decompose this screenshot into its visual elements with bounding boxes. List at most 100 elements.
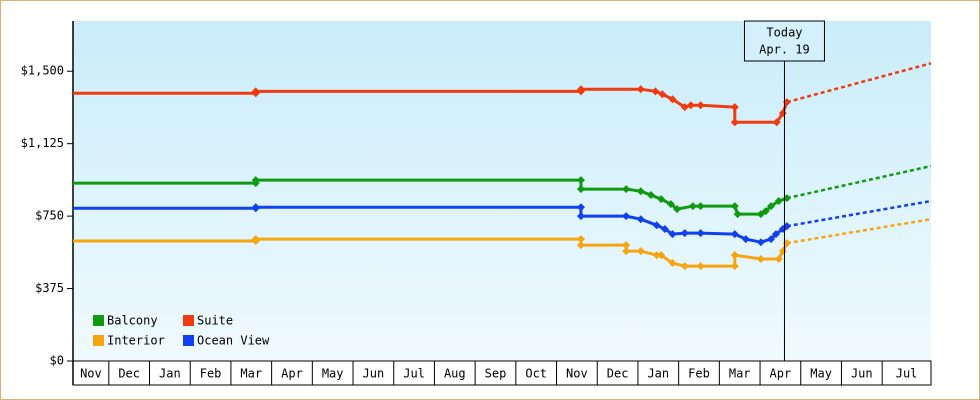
point-marker bbox=[761, 207, 770, 216]
x-tick-label: Jan bbox=[647, 367, 669, 381]
point-marker bbox=[652, 251, 661, 260]
point-marker bbox=[730, 230, 739, 239]
y-tick-label: $0 bbox=[50, 354, 64, 368]
x-tick-label: Sep bbox=[485, 367, 507, 381]
point-marker bbox=[680, 103, 689, 112]
x-tick-label: Jul bbox=[403, 367, 425, 381]
today-label: Today bbox=[766, 26, 802, 40]
point-marker bbox=[756, 255, 765, 263]
point-marker bbox=[576, 185, 585, 194]
x-tick-label: Mar bbox=[729, 367, 751, 381]
point-marker bbox=[668, 259, 677, 268]
legend-swatch bbox=[93, 315, 104, 326]
point-marker bbox=[756, 238, 765, 247]
point-marker bbox=[733, 210, 742, 219]
point-marker bbox=[668, 230, 677, 239]
point-marker bbox=[657, 195, 666, 204]
x-tick-label: Feb bbox=[200, 367, 222, 381]
x-tick-label: Nov bbox=[566, 367, 588, 381]
point-marker bbox=[730, 103, 739, 112]
plot-background bbox=[73, 21, 931, 361]
point-marker bbox=[730, 262, 739, 271]
point-marker bbox=[771, 230, 780, 239]
point-marker bbox=[576, 176, 585, 185]
x-tick-label: Jun bbox=[851, 367, 873, 381]
point-marker bbox=[772, 118, 781, 127]
x-axis-band bbox=[72, 360, 932, 386]
x-tick-label: Dec bbox=[118, 367, 140, 381]
point-marker bbox=[696, 101, 705, 110]
x-tick-label: May bbox=[322, 367, 344, 381]
legend-swatch bbox=[93, 335, 104, 346]
legend-label: Ocean View bbox=[197, 334, 270, 348]
legend-swatch bbox=[183, 315, 194, 326]
x-tick-label: Nov bbox=[80, 367, 102, 381]
point-marker bbox=[636, 187, 645, 196]
point-marker bbox=[767, 202, 776, 211]
point-marker bbox=[730, 118, 739, 127]
x-tick-label: Apr bbox=[770, 367, 792, 381]
point-marker bbox=[576, 235, 585, 244]
legend-label: Interior bbox=[107, 334, 165, 348]
x-tick-label: Mar bbox=[240, 367, 262, 381]
point-marker bbox=[774, 255, 783, 263]
forecast-line bbox=[786, 164, 932, 200]
point-marker bbox=[636, 215, 645, 224]
point-marker bbox=[636, 247, 645, 256]
point-marker bbox=[576, 85, 585, 94]
point-marker bbox=[666, 200, 675, 209]
point-marker bbox=[576, 241, 585, 250]
point-marker bbox=[660, 225, 669, 234]
point-marker bbox=[680, 262, 689, 271]
today-label: Apr. 19 bbox=[759, 43, 810, 57]
point-marker bbox=[652, 221, 661, 230]
y-tick-label: $750 bbox=[35, 209, 64, 223]
point-marker bbox=[622, 185, 631, 194]
point-marker bbox=[741, 235, 750, 244]
point-marker bbox=[251, 235, 260, 244]
point-marker bbox=[651, 87, 660, 96]
point-marker bbox=[646, 191, 655, 200]
point-marker bbox=[622, 212, 631, 221]
point-marker bbox=[680, 229, 689, 238]
point-marker bbox=[688, 202, 697, 211]
point-marker bbox=[686, 101, 695, 110]
point-marker bbox=[576, 203, 585, 212]
point-marker bbox=[251, 87, 260, 96]
x-tick-label: May bbox=[810, 367, 832, 381]
point-marker bbox=[658, 90, 667, 99]
point-marker bbox=[622, 247, 631, 256]
x-tick-label: Apr bbox=[281, 367, 303, 381]
point-marker bbox=[576, 212, 585, 221]
point-marker bbox=[636, 85, 645, 94]
x-tick-label: Jan bbox=[159, 367, 181, 381]
y-tick-label: $1,500 bbox=[21, 64, 64, 78]
forecast-line bbox=[786, 217, 932, 245]
point-marker bbox=[668, 95, 677, 104]
point-marker bbox=[730, 251, 739, 260]
point-marker bbox=[673, 205, 682, 214]
point-marker bbox=[767, 235, 776, 244]
point-marker bbox=[730, 202, 739, 211]
x-tick-label: Oct bbox=[525, 367, 547, 381]
point-marker bbox=[657, 251, 666, 260]
point-marker bbox=[696, 262, 705, 271]
today-box bbox=[743, 20, 825, 62]
point-marker bbox=[251, 176, 260, 185]
point-marker bbox=[696, 202, 705, 211]
forecast-line bbox=[786, 199, 932, 228]
point-marker bbox=[622, 241, 631, 250]
x-tick-label: Aug bbox=[444, 367, 466, 381]
forecast-line bbox=[786, 62, 932, 104]
point-marker bbox=[696, 229, 705, 238]
x-tick-label: Jul bbox=[896, 367, 918, 381]
point-marker bbox=[774, 197, 783, 206]
point-marker bbox=[251, 203, 260, 212]
legend-label: Suite bbox=[197, 314, 233, 328]
legend-swatch bbox=[183, 335, 194, 346]
x-tick-label: Dec bbox=[607, 367, 629, 381]
x-tick-label: Feb bbox=[688, 367, 710, 381]
x-tick-label: Jun bbox=[363, 367, 385, 381]
